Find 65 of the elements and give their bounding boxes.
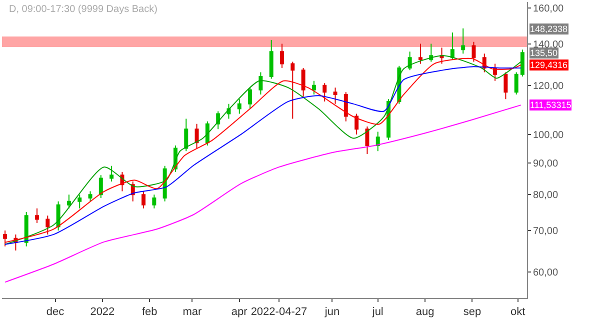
candlestick: [312, 80, 316, 95]
annotation: 129,4316: [530, 60, 568, 70]
x-tick-label: mar: [182, 306, 202, 318]
chart-title: D, 09:00-17:30 (9999 Days Back): [9, 4, 158, 15]
candlestick: [78, 194, 82, 209]
candlestick: [472, 41, 476, 62]
candlestick: [333, 87, 338, 104]
candlestick: [408, 51, 412, 71]
candlestick: [418, 43, 422, 64]
y-tick-label: 80,00: [533, 190, 558, 202]
line-series: [4, 104, 522, 283]
candlestick: [514, 72, 518, 95]
candlestick: [98, 174, 103, 198]
candlestick: [344, 92, 348, 122]
y-tick-label: 160,00: [533, 3, 564, 14]
candlestick: [46, 215, 50, 235]
candlestick: [237, 98, 242, 114]
candlestick: [248, 87, 252, 110]
x-tick-label: sep: [463, 306, 482, 318]
x-tick-label: jul: [371, 306, 384, 318]
y-tick-label: 100,00: [533, 130, 564, 141]
x-tick-label: aug: [416, 306, 434, 318]
candlestick: [376, 131, 380, 152]
candlestick: [301, 67, 306, 98]
candlestick: [110, 165, 114, 182]
y-tick-label: 70,00: [533, 226, 558, 238]
candlestick: [66, 194, 71, 209]
candlestick: [35, 208, 39, 224]
candlestick: [461, 28, 466, 54]
annotation: 111,53315: [530, 100, 572, 110]
x-tick-label: okt: [510, 306, 526, 318]
candlestick: [24, 211, 28, 247]
annotation: 135,50: [530, 48, 558, 58]
candlestick: [354, 113, 359, 135]
candlestick: [504, 72, 508, 100]
x-tick-label: feb: [142, 306, 158, 318]
candlestick: [429, 43, 434, 62]
candlestick: [493, 63, 498, 82]
candlestick: [142, 190, 146, 209]
candlestick: [205, 120, 210, 146]
text: 148,2338: [530, 24, 568, 34]
candlestick: [162, 165, 167, 202]
x-tick-label: 2022: [90, 306, 115, 318]
candlestick: [152, 194, 156, 209]
x-tick-label: 2022-04-27: [250, 306, 308, 318]
candlestick: [258, 72, 263, 95]
candlestick: [56, 200, 60, 232]
y-tick-label: 60,00: [533, 268, 558, 279]
candlestick: [269, 39, 274, 80]
x-tick-label: dec: [46, 306, 65, 318]
candlestick: [290, 61, 295, 120]
candlestick: [194, 123, 199, 149]
candlestick: [184, 118, 188, 152]
candlestick: [440, 47, 444, 64]
y-tick-label: 90,00: [533, 158, 558, 170]
candlestick: [365, 126, 370, 155]
candlestick: [3, 230, 8, 247]
x-tick-label: jun: [324, 306, 340, 318]
x-tick-label: apr: [231, 306, 248, 318]
y-tick-label: 120,00: [533, 80, 564, 92]
candlestick: [322, 82, 327, 102]
candlestick: [520, 49, 524, 78]
candlestick: [280, 43, 284, 68]
candlestick: [88, 190, 92, 202]
candlestick: [450, 32, 454, 60]
